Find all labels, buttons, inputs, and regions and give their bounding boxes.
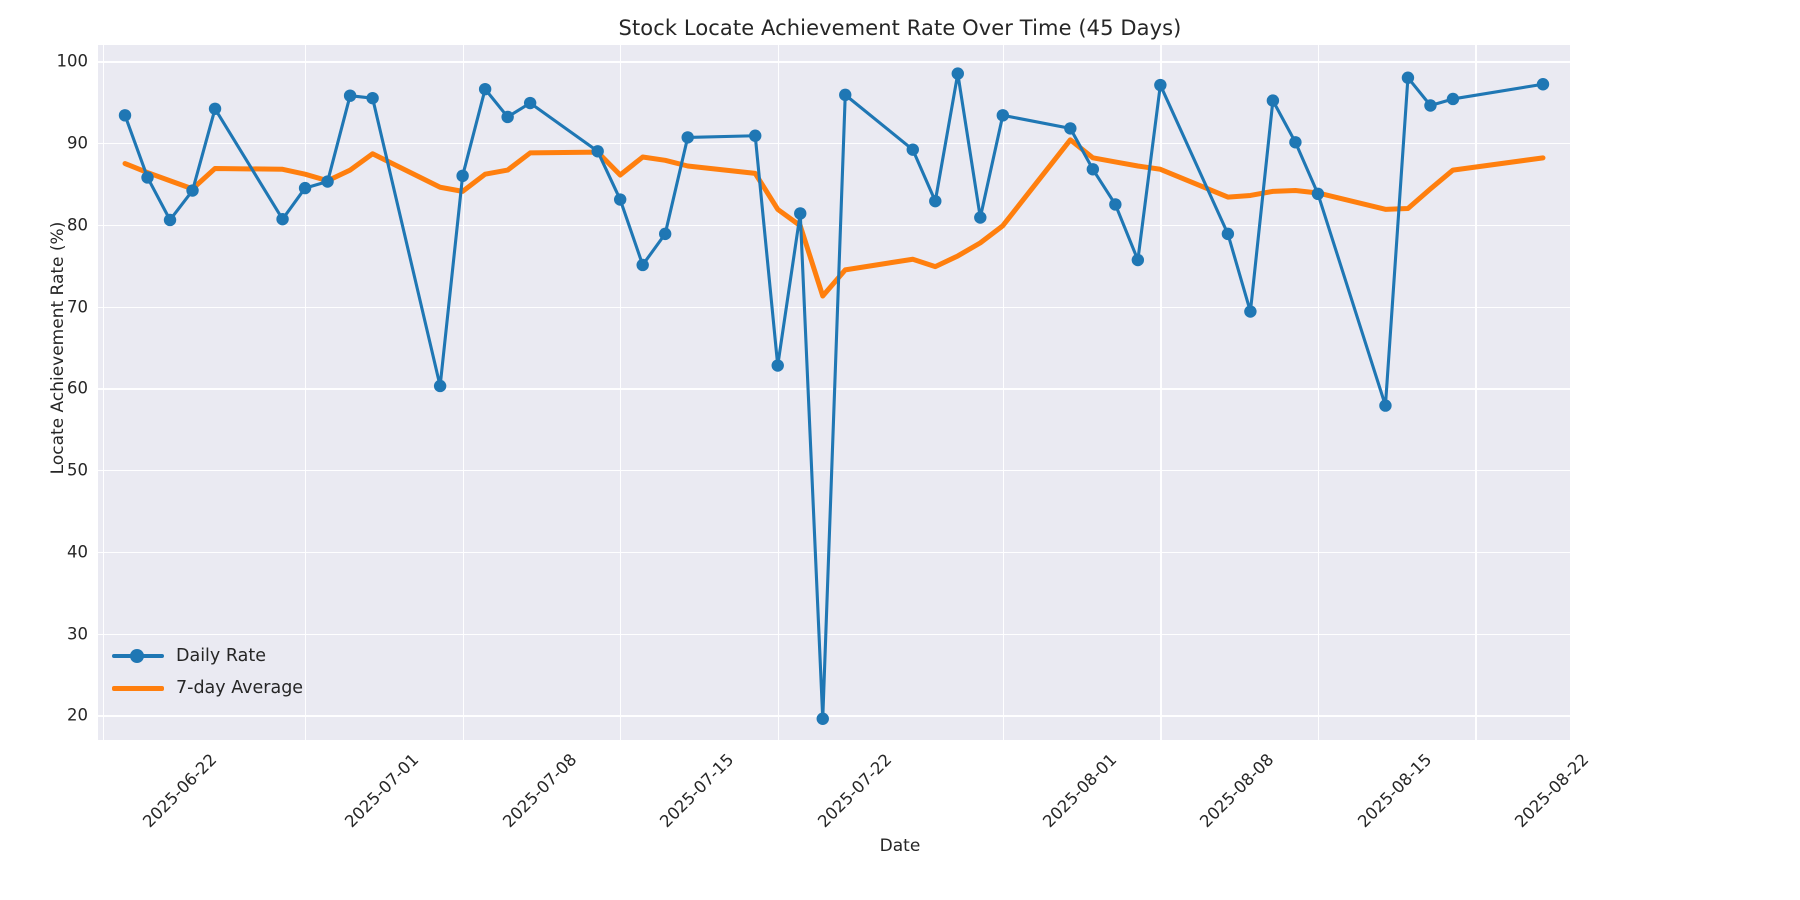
series-line-7-day-average bbox=[122, 137, 1546, 299]
data-point-marker bbox=[929, 194, 942, 208]
data-point-marker bbox=[1131, 253, 1145, 267]
y-axis-label: Locate Achievement Rate (%) bbox=[48, 221, 68, 475]
data-point-marker bbox=[996, 109, 1010, 122]
data-point-marker bbox=[749, 129, 762, 142]
y-tick-label: 60 bbox=[67, 378, 88, 398]
data-point-marker bbox=[186, 184, 199, 197]
data-point-marker bbox=[839, 88, 852, 102]
data-point-marker bbox=[906, 143, 919, 156]
data-point-marker bbox=[321, 175, 334, 188]
data-point-marker bbox=[1244, 305, 1257, 318]
x-tick-label: 2025-08-08 bbox=[1196, 750, 1278, 832]
gridline-horizontal bbox=[98, 470, 1570, 472]
data-point-marker bbox=[1154, 78, 1167, 92]
data-point-marker bbox=[1424, 99, 1437, 112]
data-point-marker bbox=[501, 110, 514, 124]
data-point-marker bbox=[1446, 92, 1460, 106]
y-tick-label: 100 bbox=[56, 51, 89, 71]
x-tick-label: 2025-08-15 bbox=[1353, 750, 1436, 832]
gridline-vertical bbox=[1317, 45, 1320, 740]
data-point-marker bbox=[816, 712, 829, 725]
data-point-marker bbox=[456, 169, 469, 183]
y-tick-label: 50 bbox=[67, 460, 88, 480]
data-point-marker bbox=[681, 131, 694, 144]
gridline-vertical bbox=[1475, 45, 1477, 740]
data-point-marker bbox=[794, 207, 807, 220]
gridline-vertical bbox=[1160, 45, 1162, 740]
gridline-vertical bbox=[1002, 45, 1005, 740]
y-tick-label: 20 bbox=[67, 705, 88, 725]
data-point-marker bbox=[1086, 163, 1100, 176]
x-tick-label: 2025-07-01 bbox=[341, 750, 423, 832]
data-point-marker bbox=[1379, 399, 1392, 412]
data-point-marker bbox=[636, 258, 649, 272]
data-point-marker bbox=[591, 145, 604, 158]
legend-swatch-7-day-average bbox=[110, 676, 166, 700]
data-point-marker bbox=[276, 212, 289, 226]
chart-legend: Daily Rate 7-day Average bbox=[104, 638, 313, 706]
gridline-horizontal bbox=[98, 633, 1570, 635]
data-layer bbox=[118, 67, 1550, 725]
gridline-horizontal bbox=[98, 143, 1570, 145]
data-point-marker bbox=[658, 227, 672, 241]
gridline-horizontal bbox=[98, 61, 1570, 63]
gridline-horizontal bbox=[98, 224, 1570, 227]
gridline-vertical bbox=[305, 45, 307, 740]
data-point-marker bbox=[163, 213, 177, 227]
data-point-marker bbox=[771, 359, 784, 372]
x-tick-label: 2025-06-22 bbox=[138, 750, 220, 832]
data-point-marker bbox=[366, 91, 379, 105]
data-point-marker bbox=[1289, 136, 1302, 149]
data-point-marker bbox=[951, 67, 964, 80]
data-point-marker bbox=[343, 89, 357, 102]
data-point-marker bbox=[118, 109, 132, 122]
y-tick-label: 90 bbox=[67, 133, 88, 153]
gridline-vertical bbox=[777, 45, 780, 740]
data-point-marker bbox=[613, 193, 627, 206]
series-line-daily-rate bbox=[123, 72, 1545, 721]
x-tick-label: 2025-08-01 bbox=[1038, 750, 1121, 832]
legend-label-7-day-average: 7-day Average bbox=[176, 678, 304, 698]
legend-item-7-day-average: 7-day Average bbox=[110, 676, 303, 700]
y-tick-label: 70 bbox=[67, 297, 88, 317]
data-point-marker bbox=[1221, 227, 1235, 241]
data-point-marker bbox=[1064, 122, 1077, 135]
y-tick-label: 80 bbox=[67, 215, 88, 235]
data-point-marker bbox=[1311, 187, 1325, 201]
data-point-marker bbox=[141, 171, 154, 184]
data-point-marker bbox=[523, 96, 537, 110]
data-point-marker bbox=[1266, 94, 1280, 107]
data-point-marker bbox=[974, 211, 987, 224]
x-tick-label: 2025-07-22 bbox=[813, 750, 896, 832]
legend-swatch-daily-rate bbox=[110, 644, 166, 668]
x-axis-label: Date bbox=[879, 836, 921, 856]
x-tick-label: 2025-08-22 bbox=[1511, 750, 1593, 832]
gridline-vertical bbox=[102, 45, 104, 740]
gridline-horizontal bbox=[98, 306, 1570, 308]
data-point-marker bbox=[208, 102, 222, 115]
data-point-marker bbox=[1109, 198, 1122, 211]
gridline-horizontal bbox=[98, 551, 1570, 554]
gridline-vertical bbox=[620, 45, 622, 740]
data-point-marker bbox=[433, 379, 447, 393]
y-axis-ticks: 20 30 40 50 60 70 80 90 100 bbox=[0, 45, 98, 740]
legend-label-daily-rate: Daily Rate bbox=[176, 646, 266, 666]
x-tick-label: 2025-07-08 bbox=[498, 750, 580, 832]
data-point-marker bbox=[1536, 78, 1550, 91]
y-tick-label: 40 bbox=[67, 542, 88, 562]
gridline-horizontal bbox=[98, 715, 1570, 717]
legend-item-daily-rate: Daily Rate bbox=[110, 644, 303, 668]
data-point-marker bbox=[298, 181, 312, 195]
series-markers-daily-rate bbox=[118, 67, 1550, 725]
page-title: Stock Locate Achievement Rate Over Time … bbox=[618, 16, 1182, 40]
plot-area bbox=[98, 45, 1570, 740]
x-tick-label: 2025-07-15 bbox=[656, 750, 738, 832]
y-tick-label: 30 bbox=[67, 624, 88, 644]
data-point-marker bbox=[478, 82, 492, 96]
gridline-vertical bbox=[462, 45, 464, 740]
data-point-marker bbox=[1401, 71, 1415, 84]
